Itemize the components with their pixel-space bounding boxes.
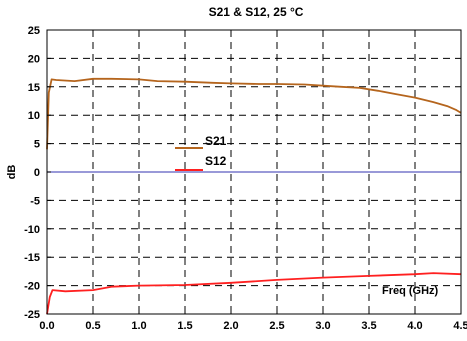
legend-label-s12: S12: [205, 154, 227, 168]
x-tick-label: 2.0: [223, 320, 238, 332]
x-tick-label: 3.5: [361, 320, 376, 332]
y-tick-label: -25: [24, 309, 40, 321]
y-tick-label: 10: [28, 110, 40, 122]
x-tick-label: 4.5: [453, 320, 467, 332]
y-tick-label: 20: [28, 53, 40, 65]
y-tick-label: 5: [34, 139, 40, 151]
series-line-s12: [46, 272, 462, 315]
y-tick-label: -20: [24, 281, 40, 293]
y-axis-label: dB: [6, 165, 18, 180]
x-tick-label: 1.5: [177, 320, 192, 332]
x-tick-label: 3.0: [315, 320, 330, 332]
y-tick-label: -5: [30, 195, 40, 207]
x-tick-label: 2.5: [269, 320, 284, 332]
tick-labels: 0.0 0.5 1.0 1.5 2.0 2.5 3.0 3.5 4.0 4.5 25 20 15 10 5 0…: [24, 25, 467, 332]
legend-label-s21: S21: [205, 134, 227, 148]
x-tick-label: 4.0: [407, 320, 422, 332]
series-line-s21: [46, 77, 462, 150]
y-tick-label: 25: [28, 25, 40, 37]
freq-annotation: Freq (GHz): [382, 285, 439, 297]
x-tick-label: 1.0: [131, 320, 146, 332]
y-tick-label: -15: [24, 252, 40, 264]
chart-title: S21 & S12, 25 °C: [209, 5, 304, 19]
series-layer: [46, 77, 462, 315]
legend: S21 S12: [175, 134, 227, 171]
x-tick-label: 0.5: [85, 320, 100, 332]
y-tick-label: 0: [34, 167, 40, 179]
y-tick-label: 15: [28, 82, 40, 94]
x-tick-label: 0.0: [39, 320, 54, 332]
y-tick-label: -10: [24, 224, 40, 236]
